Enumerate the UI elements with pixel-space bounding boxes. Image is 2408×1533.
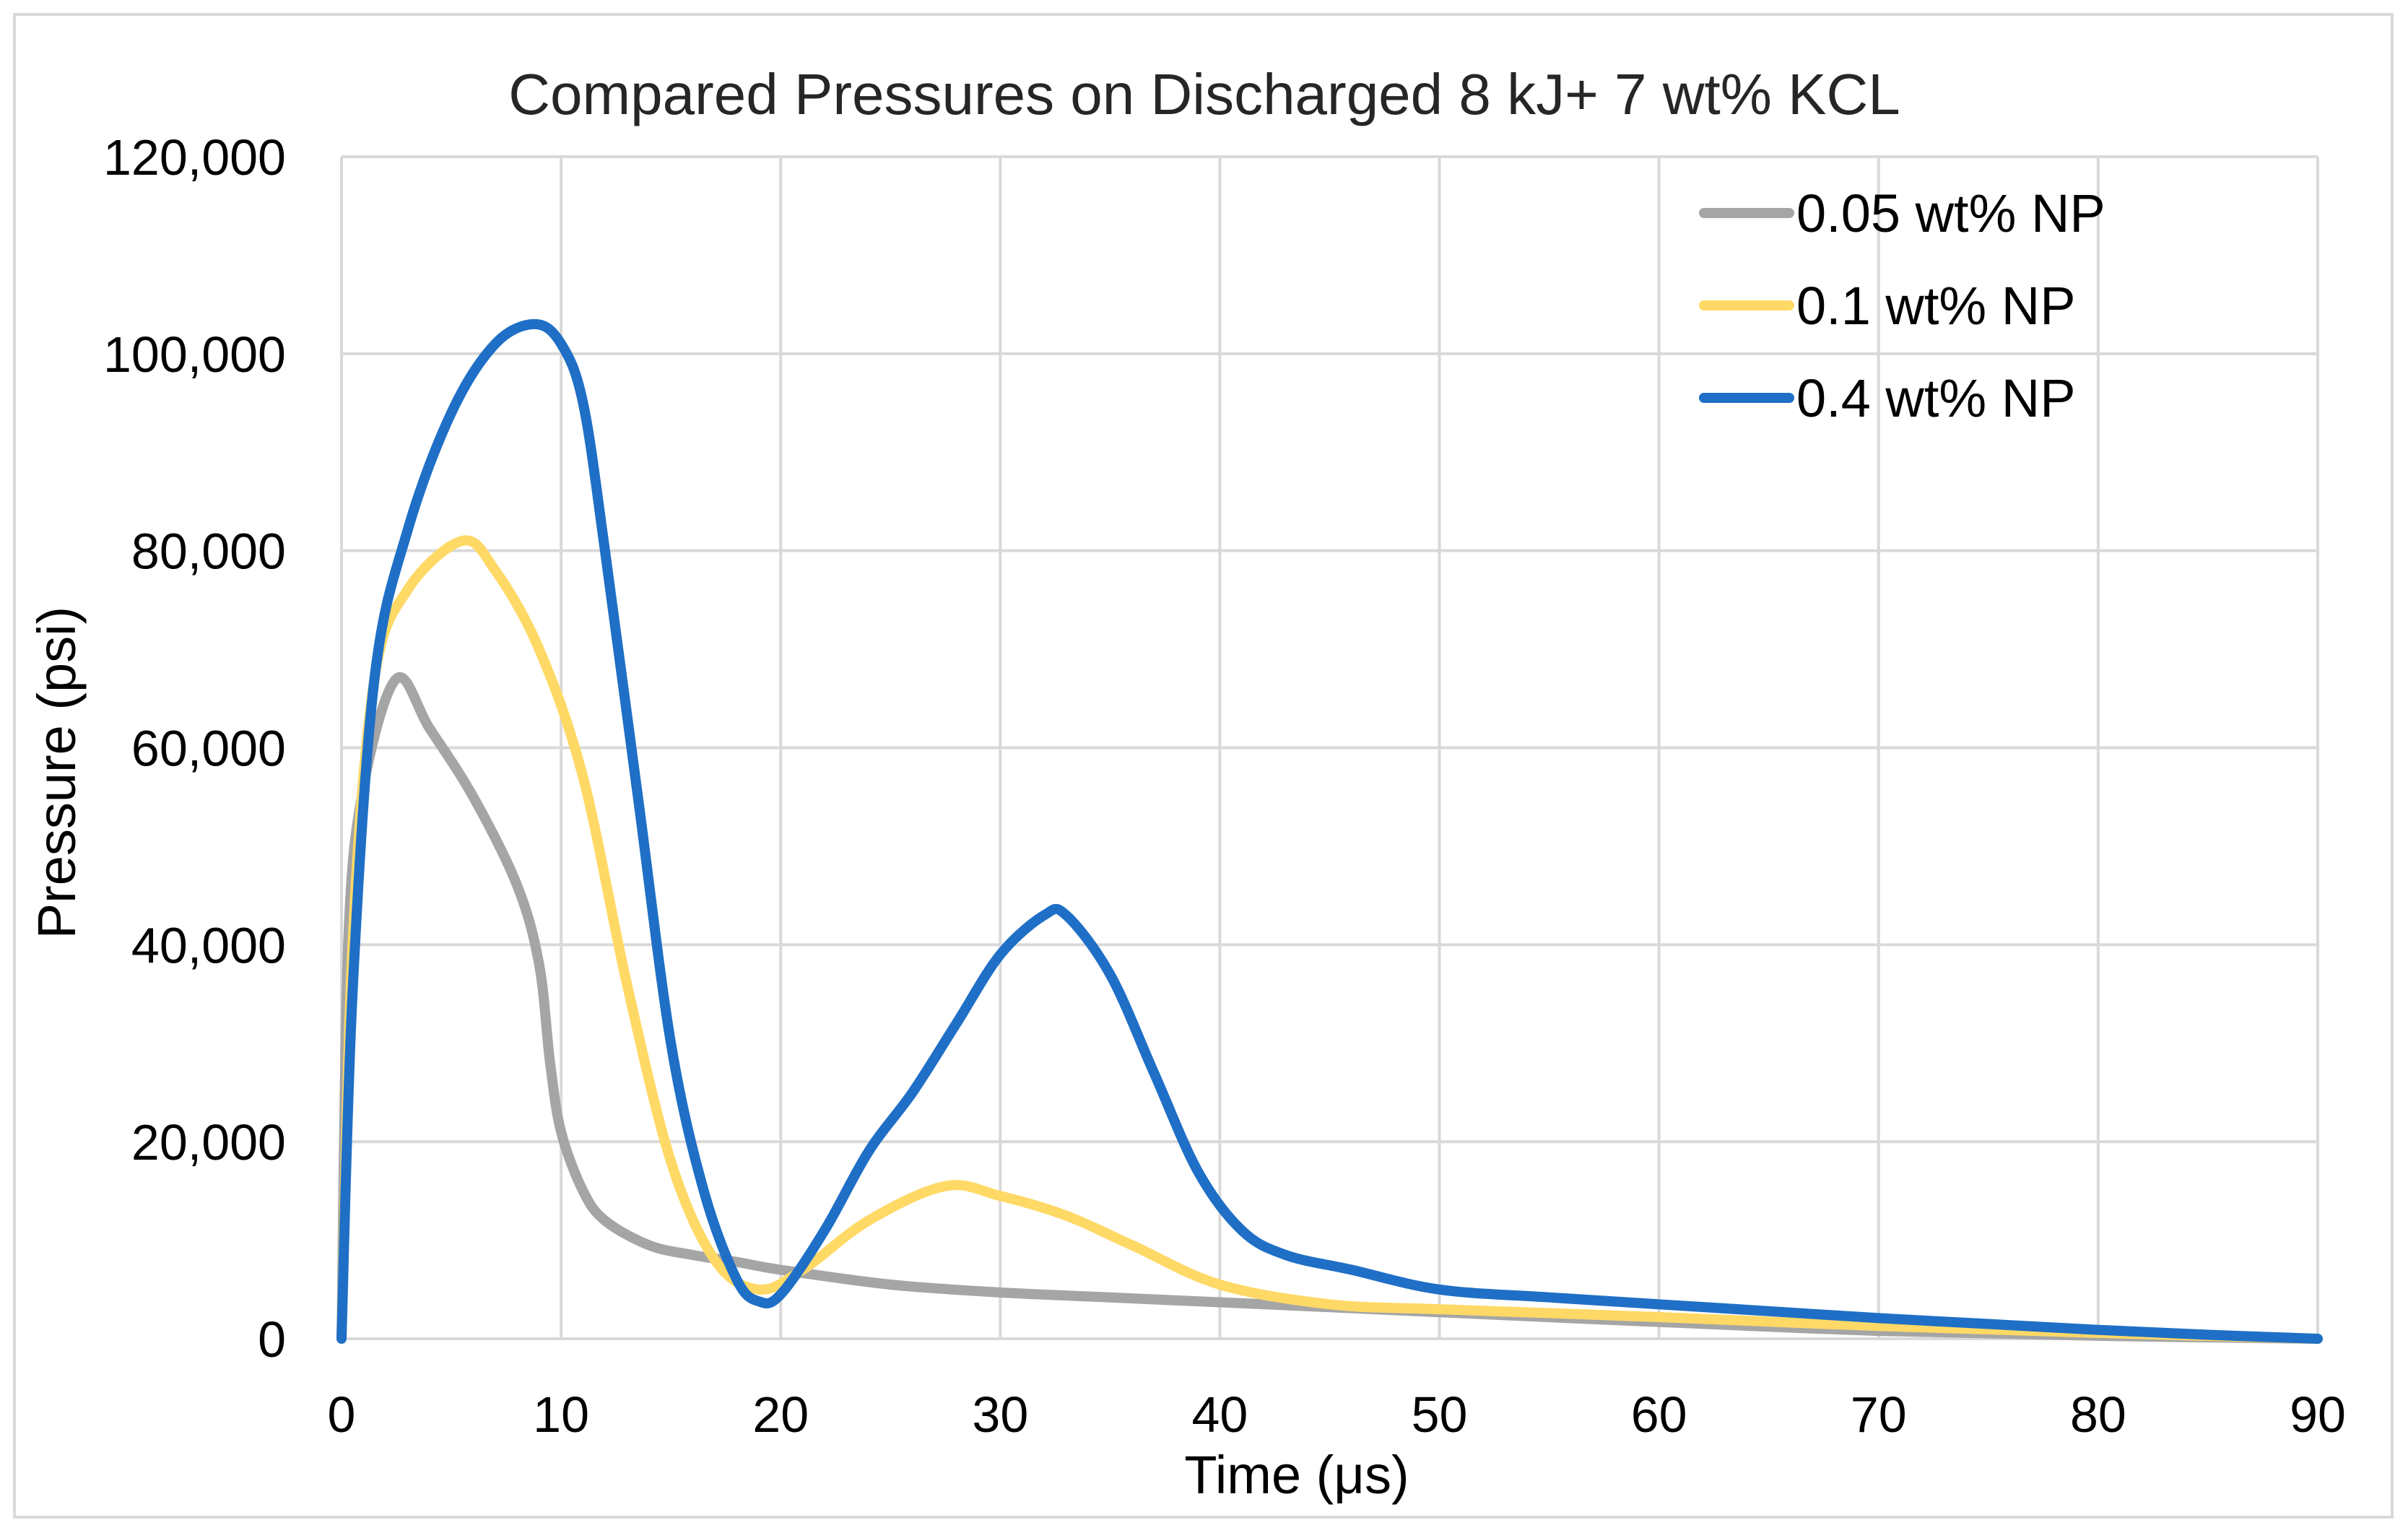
series-line-2 (336, 535, 2323, 1344)
x-tick-label: 90 (2290, 1386, 2346, 1443)
chart-title: Compared Pressures on Discharged 8 kJ+ 7… (508, 62, 1900, 126)
x-tick-label: 30 (972, 1386, 1028, 1443)
x-tick-label: 60 (1631, 1386, 1687, 1443)
legend-label: 0.4 wt% NP (1796, 368, 2076, 428)
x-tick-label: 10 (533, 1386, 589, 1443)
x-tick-label: 50 (1412, 1386, 1468, 1443)
y-tick-label: 100,000 (103, 326, 286, 383)
y-tick-label: 0 (258, 1311, 286, 1368)
legend: 0.05 wt% NP 0.1 wt% NP 0.4 wt% NP (1699, 183, 2105, 428)
chart-frame (13, 13, 2394, 1519)
x-tick-label: 80 (2070, 1386, 2126, 1443)
y-tick-label: 40,000 (131, 917, 286, 973)
y-axis-label: Pressure (psi) (27, 607, 87, 939)
x-tick-label: 70 (1851, 1386, 1907, 1443)
legend-label: 0.05 wt% NP (1796, 183, 2105, 243)
legend-label: 0.1 wt% NP (1796, 276, 2076, 336)
y-tick-label: 120,000 (103, 129, 286, 186)
x-tick-label: 40 (1192, 1386, 1248, 1443)
y-tick-label: 20,000 (131, 1114, 286, 1171)
y-tick-label: 60,000 (131, 721, 286, 777)
x-axis-ticks: 0 10 20 30 40 50 60 70 80 90 (328, 1386, 2346, 1443)
x-tick-label: 0 (328, 1386, 356, 1443)
y-tick-label: 80,000 (131, 524, 286, 580)
series-lines (336, 318, 2323, 1344)
x-axis-label: Time (μs) (1184, 1445, 1409, 1505)
y-axis-ticks: 0 20,000 40,000 60,000 80,000 100,000 120,000 (103, 129, 286, 1368)
x-tick-label: 20 (752, 1386, 809, 1443)
series-line-3 (336, 318, 2323, 1344)
